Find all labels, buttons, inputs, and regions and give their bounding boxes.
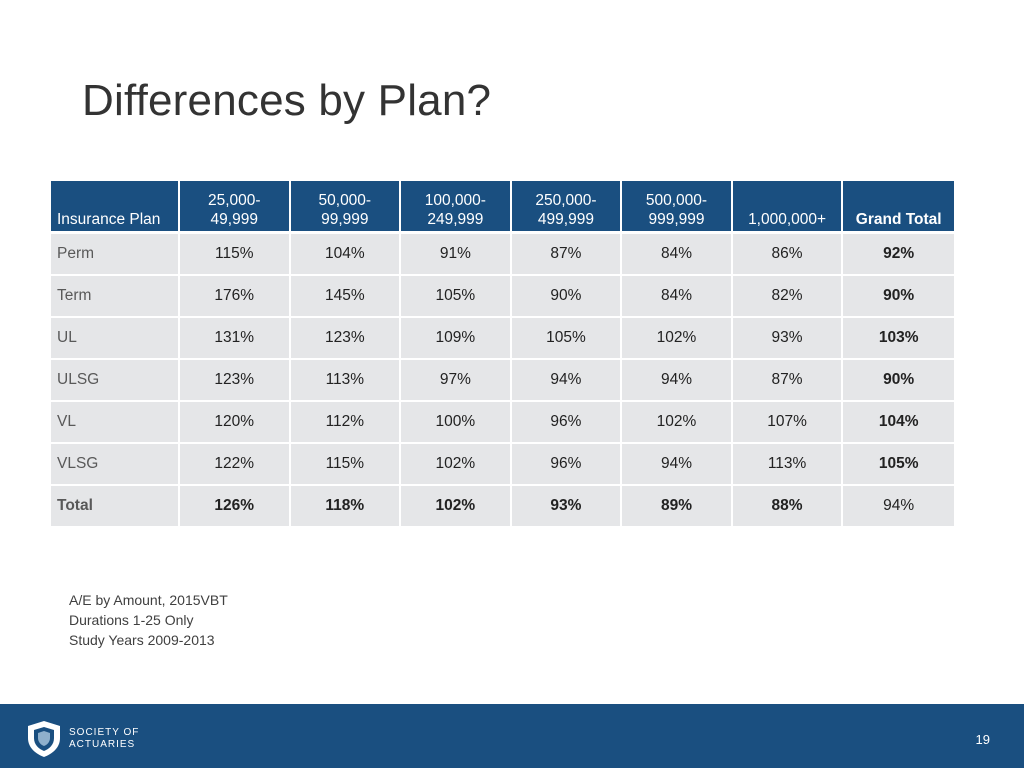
- page-number: 19: [975, 732, 990, 747]
- table-cell: 123%: [179, 358, 291, 400]
- row-label: UL: [51, 316, 180, 358]
- table-cell: 88%: [732, 484, 844, 526]
- column-header-insurance-plan: Insurance Plan: [51, 181, 180, 231]
- table-cell: 96%: [511, 442, 623, 484]
- table-cell: 93%: [732, 316, 844, 358]
- table-cell: 107%: [732, 400, 844, 442]
- table-cell: 87%: [732, 358, 844, 400]
- table-row: VL 120% 112% 100% 96% 102% 107% 104%: [51, 400, 954, 442]
- table-cell: 87%: [511, 231, 623, 274]
- column-header-grand-total: Grand Total: [843, 181, 954, 231]
- column-header-100k-249k: 100,000- 249,999: [401, 181, 512, 231]
- table-cell: 84%: [622, 231, 733, 274]
- table-cell: 105%: [401, 274, 512, 316]
- table-row-total: Total 126% 118% 102% 93% 89% 88% 94%: [51, 484, 954, 526]
- ae-by-plan-table: Insurance Plan 25,000- 49,999 50,000- 99,9…: [51, 181, 954, 526]
- table-cell: 123%: [290, 316, 402, 358]
- grand-total-cell: 105%: [843, 442, 954, 484]
- column-header-50k-99k: 50,000- 99,999: [290, 181, 402, 231]
- table-cell: 112%: [290, 400, 402, 442]
- table-cell: 102%: [401, 442, 512, 484]
- footnote-line: Durations 1-25 Only: [69, 612, 194, 628]
- table-cell: 176%: [179, 274, 291, 316]
- row-label-total: Total: [51, 484, 180, 526]
- table-cell: 94%: [622, 358, 733, 400]
- table-row: Term 176% 145% 105% 90% 84% 82% 90%: [51, 274, 954, 316]
- table-row: Perm 115% 104% 91% 87% 84% 86% 92%: [51, 231, 954, 274]
- column-header-500k-999k: 500,000- 999,999: [622, 181, 733, 231]
- table-cell: 145%: [290, 274, 402, 316]
- grand-total-cell: 90%: [843, 274, 954, 316]
- grand-total-cell: 103%: [843, 316, 954, 358]
- table-cell: 102%: [401, 484, 512, 526]
- table-cell: 89%: [622, 484, 733, 526]
- row-label: VL: [51, 400, 180, 442]
- footer-bar: SOCIETY OF ACTUARIES 19: [0, 704, 1024, 768]
- grand-total-cell: 92%: [843, 231, 954, 274]
- table-cell: 86%: [732, 231, 844, 274]
- footnote-line: Study Years 2009-2013: [69, 632, 215, 648]
- table-cell: 113%: [732, 442, 844, 484]
- table-cell: 109%: [401, 316, 512, 358]
- table-cell: 96%: [511, 400, 623, 442]
- table-cell: 122%: [179, 442, 291, 484]
- table-cell: 82%: [732, 274, 844, 316]
- footnote-line: A/E by Amount, 2015VBT: [69, 592, 228, 608]
- table-cell: 104%: [290, 231, 402, 274]
- column-header-1m-plus: 1,000,000+: [732, 181, 844, 231]
- table-cell: 90%: [511, 274, 623, 316]
- table-cell: 120%: [179, 400, 291, 442]
- table-cell: 100%: [401, 400, 512, 442]
- table-cell: 102%: [622, 316, 733, 358]
- table-cell: 126%: [179, 484, 291, 526]
- soa-shield-logo-icon: [26, 720, 62, 758]
- logo-wordmark: SOCIETY OF ACTUARIES: [69, 727, 140, 750]
- table-row: VLSG 122% 115% 102% 96% 94% 113% 105%: [51, 442, 954, 484]
- row-label: Perm: [51, 231, 180, 274]
- table-cell: 105%: [511, 316, 623, 358]
- table-header-row: Insurance Plan 25,000- 49,999 50,000- 99,9…: [51, 181, 954, 231]
- slide-title: Differences by Plan?: [82, 76, 492, 125]
- grand-total-cell: 94%: [843, 484, 954, 526]
- column-header-25k-49k: 25,000- 49,999: [179, 181, 291, 231]
- row-label: Term: [51, 274, 180, 316]
- row-label: VLSG: [51, 442, 180, 484]
- table-cell: 94%: [622, 442, 733, 484]
- footnotes: A/E by Amount, 2015VBT Durations 1-25 On…: [69, 590, 228, 650]
- table-cell: 94%: [511, 358, 623, 400]
- table-cell: 91%: [401, 231, 512, 274]
- grand-total-cell: 104%: [843, 400, 954, 442]
- table-cell: 131%: [179, 316, 291, 358]
- table-cell: 115%: [290, 442, 402, 484]
- table-row: UL 131% 123% 109% 105% 102% 93% 103%: [51, 316, 954, 358]
- table-cell: 93%: [511, 484, 623, 526]
- grand-total-cell: 90%: [843, 358, 954, 400]
- table-cell: 113%: [290, 358, 402, 400]
- table-cell: 115%: [179, 231, 291, 274]
- column-header-250k-499k: 250,000- 499,999: [511, 181, 623, 231]
- table-cell: 102%: [622, 400, 733, 442]
- table-row: ULSG 123% 113% 97% 94% 94% 87% 90%: [51, 358, 954, 400]
- table-cell: 97%: [401, 358, 512, 400]
- table-cell: 118%: [290, 484, 402, 526]
- row-label: ULSG: [51, 358, 180, 400]
- table-cell: 84%: [622, 274, 733, 316]
